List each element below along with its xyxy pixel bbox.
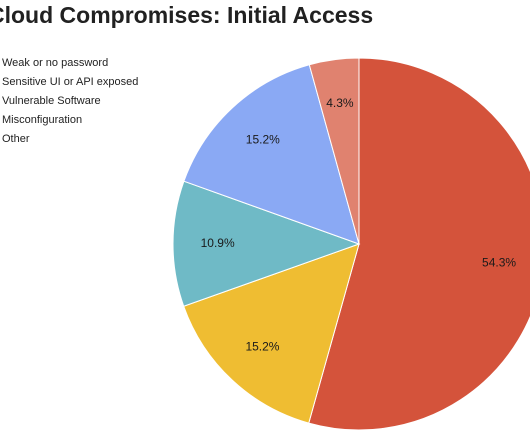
legend-label: Other [2, 133, 30, 145]
pie-slice-vulnerable-software[interactable] [172, 180, 361, 307]
pie-slice-weak-password[interactable] [308, 57, 530, 431]
slice-value-label: 15.2% [246, 133, 280, 147]
legend-item-vulnerable-software[interactable]: Vulnerable Software [0, 92, 138, 111]
pie-slice-other[interactable] [308, 57, 360, 245]
pie-slice-misconfiguration[interactable] [183, 64, 360, 245]
legend-label: Sensitive UI or API exposed [2, 76, 139, 88]
legend-label: Weak or no password [2, 57, 109, 69]
legend-label: Misconfiguration [2, 114, 83, 126]
legend-item-other[interactable]: Other [0, 130, 138, 149]
slice-value-label: 15.2% [245, 339, 279, 353]
legend-item-weak-password[interactable]: Weak or no password [0, 54, 138, 73]
legend-label: Vulnerable Software [2, 95, 101, 107]
legend-item-sensitive-ui[interactable]: Sensitive UI or API exposed [0, 73, 138, 92]
slice-value-label: 4.3% [326, 96, 354, 110]
chart-legend: Weak or no password Sensitive UI or API … [0, 54, 138, 149]
legend-item-misconfiguration[interactable]: Misconfiguration [0, 111, 138, 130]
pie-slice-sensitive-ui[interactable] [183, 243, 360, 424]
chart-title: Cloud Compromises: Initial Access [0, 2, 374, 28]
slice-value-label: 10.9% [201, 236, 235, 250]
slice-value-label: 54.3% [482, 255, 516, 269]
